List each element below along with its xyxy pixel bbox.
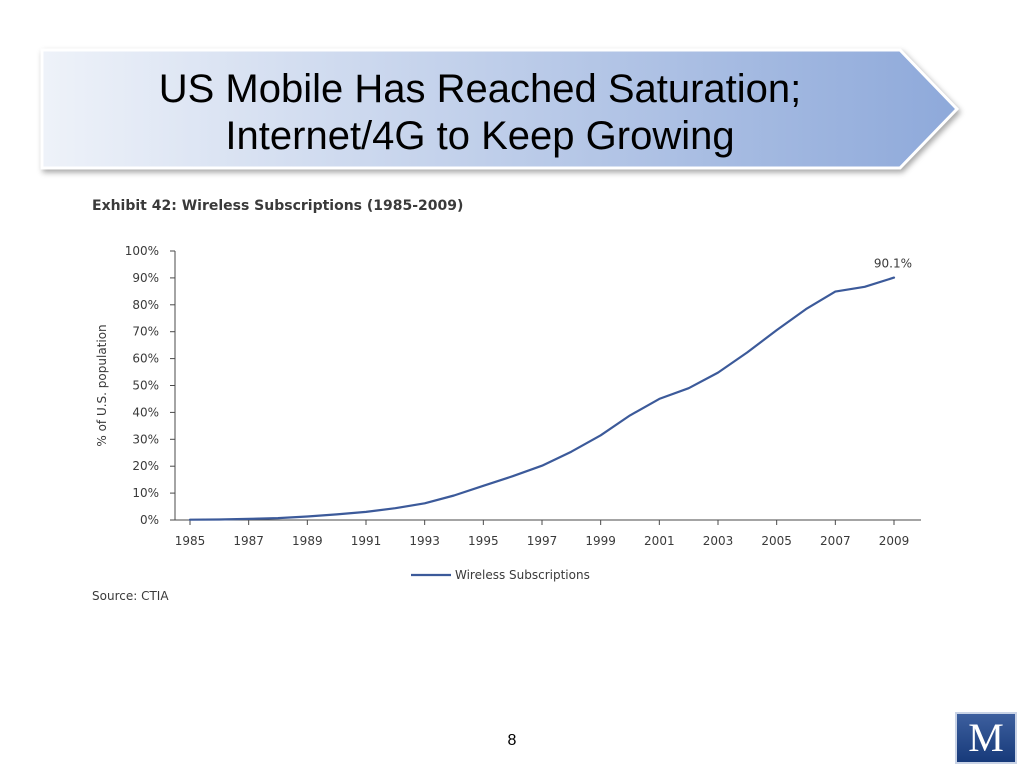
- series-line-wireless-subscriptions: [188, 276, 896, 521]
- x-tick-label: 1995: [468, 534, 499, 548]
- y-tick-label: 10%: [132, 486, 159, 500]
- y-tick-label: 60%: [132, 352, 159, 366]
- slide-title: US Mobile Has Reached Saturation; Intern…: [40, 66, 920, 160]
- x-tick-label: 1987: [233, 534, 264, 548]
- x-tick-label: 2007: [820, 534, 851, 548]
- exhibit-title: Exhibit 42: Wireless Subscriptions (1985…: [92, 198, 464, 214]
- x-tick-label: 2001: [644, 534, 675, 548]
- y-tick-label: 100%: [125, 244, 159, 258]
- legend-label: Wireless Subscriptions: [455, 568, 590, 582]
- y-tick-label: 50%: [132, 379, 159, 393]
- x-tick-label: 2009: [879, 534, 910, 548]
- y-tick-label: 0%: [140, 513, 159, 527]
- x-tick-label: 2005: [761, 534, 792, 548]
- data-label: 90.1%: [874, 257, 912, 271]
- y-tick-label: 70%: [132, 325, 159, 339]
- company-logo: M: [955, 712, 1017, 764]
- y-tick-label: 80%: [132, 298, 159, 312]
- y-tick-label: 90%: [132, 271, 159, 285]
- slide-title-line1: US Mobile Has Reached Saturation;: [158, 67, 802, 111]
- y-tick-label: 30%: [132, 432, 159, 446]
- x-tick-label: 1991: [351, 534, 382, 548]
- y-axis-label: % of U.S. population: [95, 324, 109, 446]
- x-tick-label: 1997: [527, 534, 558, 548]
- source-note: Source: CTIA: [92, 589, 169, 603]
- y-tick-label: 20%: [132, 459, 159, 473]
- x-tick-label: 1999: [585, 534, 616, 548]
- x-tick-label: 1993: [409, 534, 440, 548]
- page-number: 8: [507, 732, 517, 749]
- title-banner: [40, 48, 960, 170]
- x-tick-label: 1985: [175, 534, 206, 548]
- x-tick-label: 1989: [292, 534, 323, 548]
- y-tick-label: 40%: [132, 405, 159, 419]
- logo-letter: M: [968, 715, 1004, 760]
- x-tick-label: 2003: [703, 534, 734, 548]
- title-banner-shape: [40, 48, 960, 170]
- slide-title-line2: Internet/4G to Keep Growing: [225, 114, 735, 158]
